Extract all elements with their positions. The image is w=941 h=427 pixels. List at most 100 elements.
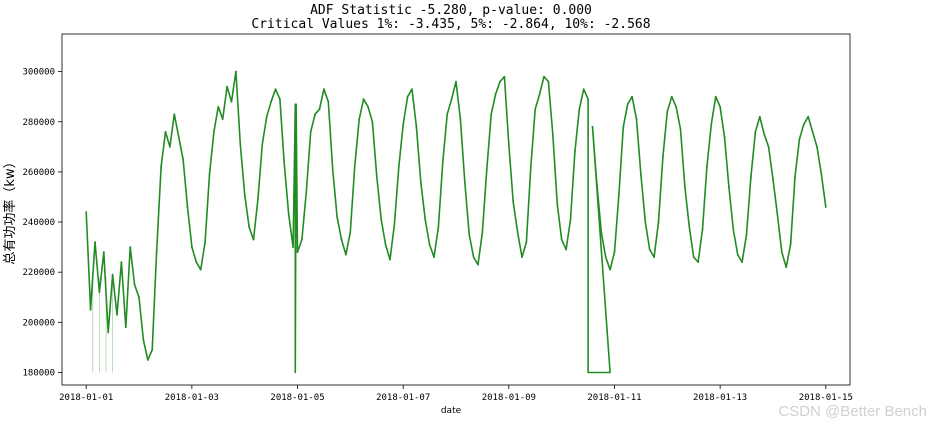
data-point — [503, 75, 506, 78]
data-point — [701, 228, 704, 231]
data-point — [318, 108, 321, 111]
data-point — [411, 88, 413, 91]
data-point — [516, 231, 519, 233]
data-point — [234, 70, 237, 73]
x-tick-label: 2018-01-05 — [270, 393, 324, 403]
data-point — [437, 226, 440, 228]
data-point — [428, 243, 431, 246]
data-point — [230, 100, 233, 103]
data-point — [679, 128, 682, 131]
data-point — [217, 105, 220, 108]
data-point — [675, 105, 678, 108]
data-point — [692, 256, 695, 259]
data-point — [243, 193, 246, 196]
series-layer — [85, 70, 827, 374]
data-point — [116, 313, 118, 316]
data-point — [349, 231, 352, 233]
data-point — [305, 191, 308, 193]
y-tick-label: 220000 — [22, 268, 55, 278]
data-point — [393, 223, 396, 226]
data-point — [367, 105, 369, 108]
y-axis-label: 总有功功率（kw） — [2, 155, 18, 264]
data-point — [767, 145, 770, 148]
data-point — [85, 211, 88, 213]
data-point — [582, 88, 585, 91]
data-point — [155, 251, 158, 254]
data-point — [776, 213, 779, 216]
data-point — [481, 231, 484, 233]
data-point — [402, 123, 405, 126]
data-point — [468, 233, 471, 236]
data-point — [314, 113, 317, 116]
data-point — [485, 168, 488, 171]
data-point — [160, 165, 162, 168]
y-tick-label: 300000 — [22, 68, 55, 78]
data-point — [706, 165, 708, 168]
data-point — [358, 118, 361, 121]
data-point — [331, 168, 334, 171]
data-point — [499, 80, 501, 83]
data-point — [212, 130, 215, 133]
data-point — [204, 241, 206, 243]
data-point — [265, 115, 268, 118]
data-point — [323, 88, 325, 91]
data-point — [221, 118, 224, 121]
data-point — [719, 105, 722, 108]
data-point — [780, 251, 783, 254]
data-point — [287, 213, 290, 216]
data-point — [512, 201, 515, 203]
data-point — [168, 145, 171, 148]
data-point — [98, 291, 101, 294]
data-point — [556, 203, 559, 206]
data-point — [274, 88, 277, 91]
data-point — [138, 296, 140, 299]
y-tick-label: 280000 — [22, 118, 55, 128]
data-point — [794, 176, 796, 178]
data-point — [763, 133, 766, 136]
data-point — [758, 115, 761, 118]
data-point — [714, 95, 717, 98]
data-point — [811, 130, 814, 133]
data-point — [477, 263, 479, 266]
data-point — [543, 75, 545, 78]
data-point — [309, 130, 312, 133]
data-point — [824, 206, 827, 208]
data-point — [353, 165, 356, 168]
data-point — [279, 98, 281, 101]
data-point — [609, 268, 611, 271]
data-point — [802, 123, 805, 126]
data-point — [455, 80, 457, 83]
data-point — [380, 218, 383, 221]
data-point — [820, 173, 823, 176]
data-point — [239, 143, 242, 146]
chart-subtitle: Critical Values 1%: -3.435, 5%: -2.864, … — [251, 17, 650, 32]
data-point — [283, 163, 286, 166]
data-point — [798, 138, 801, 141]
data-point — [644, 221, 647, 223]
data-point — [560, 238, 563, 241]
data-point — [446, 113, 449, 116]
data-point — [653, 256, 656, 259]
data-point — [129, 246, 132, 249]
x-tick-label: 2018-01-11 — [587, 393, 641, 403]
data-point — [261, 143, 264, 146]
data-point — [732, 228, 735, 231]
data-point — [336, 216, 339, 218]
data-point — [657, 221, 660, 223]
data-point — [684, 186, 686, 188]
x-tick-label: 2018-01-13 — [693, 393, 747, 403]
data-point — [613, 251, 616, 254]
data-point — [252, 238, 255, 241]
data-point — [102, 251, 105, 254]
data-point — [551, 133, 554, 136]
data-point — [529, 165, 532, 168]
data-point — [433, 256, 435, 259]
data-point — [816, 145, 818, 148]
data-point — [177, 135, 180, 138]
data-point — [292, 246, 295, 249]
data-point — [670, 95, 673, 98]
data-point — [199, 268, 202, 271]
x-tick-label: 2018-01-09 — [482, 393, 536, 403]
data-point — [754, 130, 757, 133]
data-point — [750, 176, 752, 178]
